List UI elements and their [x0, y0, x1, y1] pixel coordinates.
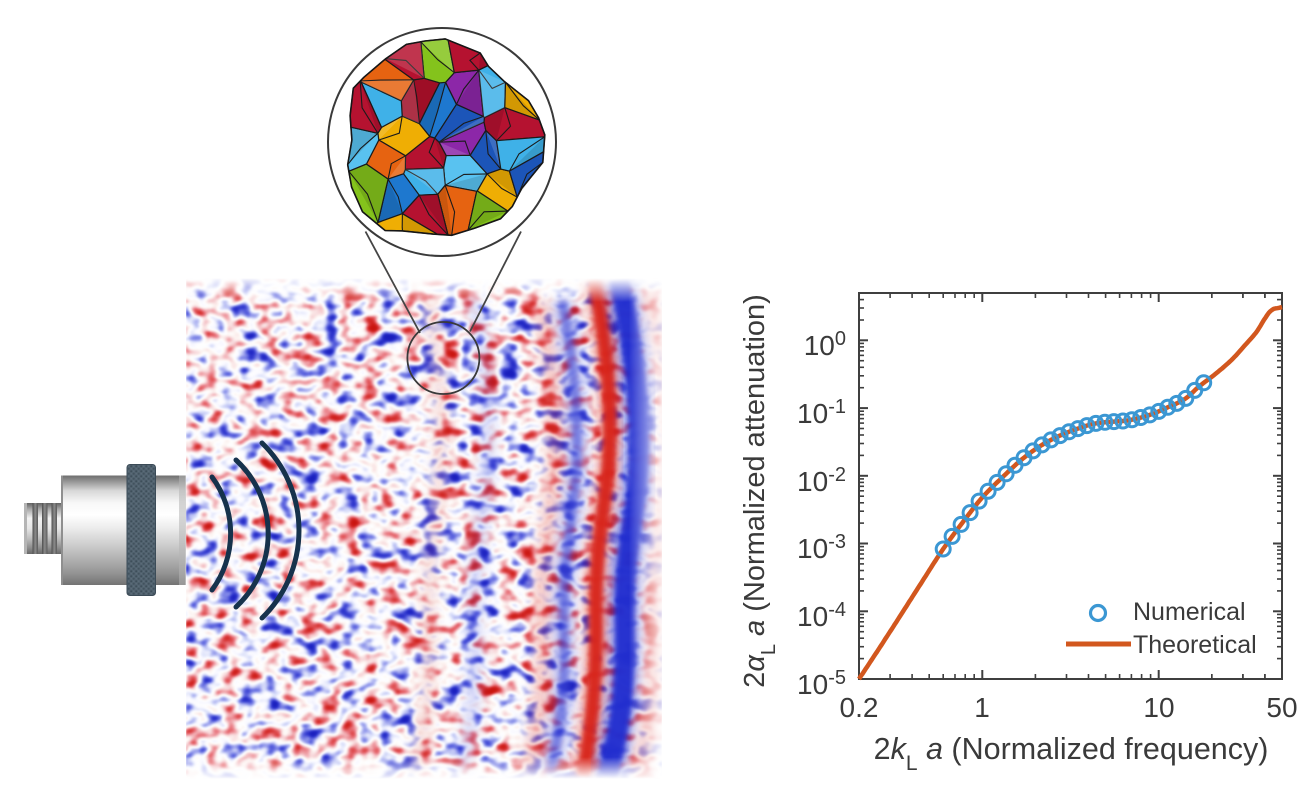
svg-text:10-2: 10-2 [797, 464, 846, 497]
svg-text:2αL a (Normalized attenuation): 2αL a (Normalized attenuation) [739, 294, 780, 688]
svg-text:0.2: 0.2 [840, 692, 879, 723]
svg-text:100: 100 [804, 328, 846, 361]
svg-text:Theoretical: Theoretical [1133, 631, 1257, 659]
svg-text:10-3: 10-3 [797, 531, 846, 564]
svg-text:50: 50 [1266, 692, 1297, 723]
svg-text:Numerical: Numerical [1133, 598, 1246, 626]
svg-text:10: 10 [1143, 692, 1174, 723]
svg-text:10-1: 10-1 [797, 396, 846, 429]
svg-text:1: 1 [974, 692, 990, 723]
svg-text:10-4: 10-4 [797, 599, 846, 632]
svg-text:2kL a (Normalized frequency): 2kL a (Normalized frequency) [874, 732, 1269, 775]
